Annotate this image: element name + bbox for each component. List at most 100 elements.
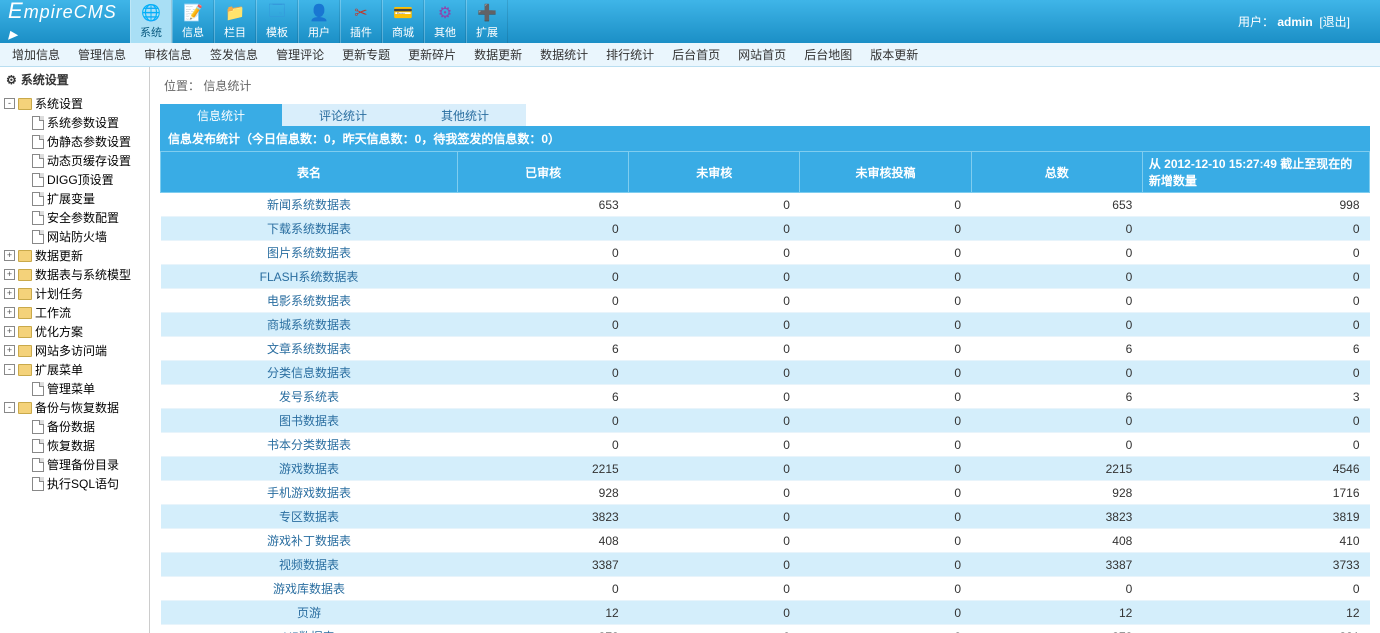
cell-b[interactable]: 0 (629, 337, 800, 361)
submenu-item[interactable]: 数据更新 (474, 46, 522, 63)
cell-b[interactable]: 0 (629, 385, 800, 409)
cell-c[interactable]: 0 (800, 289, 971, 313)
tree-node[interactable]: 恢复数据 (4, 436, 145, 455)
cell-name[interactable]: 下载系统数据表 (161, 217, 458, 241)
tree-node[interactable]: 网站防火墙 (4, 227, 145, 246)
tree-node[interactable]: 扩展变量 (4, 189, 145, 208)
tree-node[interactable]: +数据表与系统模型 (4, 265, 145, 284)
cell-c[interactable]: 0 (800, 337, 971, 361)
cell-c[interactable]: 0 (800, 385, 971, 409)
cell-b[interactable]: 0 (629, 433, 800, 457)
cell-c[interactable]: 0 (800, 265, 971, 289)
tree-node[interactable]: -备份与恢复数据 (4, 398, 145, 417)
cell-a[interactable]: 0 (458, 409, 629, 433)
cell-name[interactable]: 图书数据表 (161, 409, 458, 433)
cell-name[interactable]: 文章系统数据表 (161, 337, 458, 361)
cell-c[interactable]: 0 (800, 553, 971, 577)
cell-a[interactable]: 6 (458, 385, 629, 409)
cell-a[interactable]: 0 (458, 433, 629, 457)
cell-c[interactable]: 0 (800, 457, 971, 481)
cell-c[interactable]: 0 (800, 313, 971, 337)
submenu-item[interactable]: 后台地图 (804, 46, 852, 63)
cell-c[interactable]: 0 (800, 625, 971, 633)
submenu-item[interactable]: 签发信息 (210, 46, 258, 63)
cell-name[interactable]: 发号系统表 (161, 385, 458, 409)
cell-name[interactable]: 书本分类数据表 (161, 433, 458, 457)
cell-a[interactable]: 0 (458, 313, 629, 337)
main-nav-商城[interactable]: 💳商城 (382, 0, 424, 43)
main-nav-栏目[interactable]: 📁栏目 (214, 0, 256, 43)
submenu-item[interactable]: 数据统计 (540, 46, 588, 63)
cell-b[interactable]: 0 (629, 409, 800, 433)
cell-name[interactable]: 游戏数据表 (161, 457, 458, 481)
tab-评论统计[interactable]: 评论统计 (282, 104, 404, 126)
cell-name[interactable]: 分类信息数据表 (161, 361, 458, 385)
tree-node[interactable]: 安全参数配置 (4, 208, 145, 227)
submenu-item[interactable]: 审核信息 (144, 46, 192, 63)
cell-b[interactable]: 0 (629, 193, 800, 217)
logout-link[interactable]: [退出] (1319, 15, 1350, 29)
cell-b[interactable]: 0 (629, 457, 800, 481)
cell-c[interactable]: 0 (800, 433, 971, 457)
submenu-item[interactable]: 网站首页 (738, 46, 786, 63)
cell-a[interactable]: 0 (458, 217, 629, 241)
cell-a[interactable]: 0 (458, 577, 629, 601)
tree-toggle-icon[interactable]: + (4, 288, 15, 299)
tree-node[interactable]: 备份数据 (4, 417, 145, 436)
tree-node[interactable]: 伪静态参数设置 (4, 132, 145, 151)
cell-b[interactable]: 0 (629, 553, 800, 577)
cell-b[interactable]: 0 (629, 313, 800, 337)
tree-toggle-icon[interactable]: + (4, 269, 15, 280)
cell-name[interactable]: 商城系统数据表 (161, 313, 458, 337)
tree-node[interactable]: 执行SQL语句 (4, 474, 145, 493)
cell-c[interactable]: 0 (800, 481, 971, 505)
cell-c[interactable]: 0 (800, 217, 971, 241)
cell-c[interactable]: 0 (800, 409, 971, 433)
tree-node[interactable]: 动态页缓存设置 (4, 151, 145, 170)
cell-a[interactable]: 0 (458, 289, 629, 313)
tree-toggle-icon[interactable]: + (4, 345, 15, 356)
tree-node[interactable]: +网站多访问端 (4, 341, 145, 360)
main-nav-信息[interactable]: 📝信息 (172, 0, 214, 43)
cell-a[interactable]: 378 (458, 625, 629, 633)
tree-toggle-icon[interactable]: - (4, 364, 15, 375)
submenu-item[interactable]: 后台首页 (672, 46, 720, 63)
submenu-item[interactable]: 版本更新 (870, 46, 918, 63)
cell-a[interactable]: 0 (458, 241, 629, 265)
cell-name[interactable]: 电影系统数据表 (161, 289, 458, 313)
cell-b[interactable]: 0 (629, 625, 800, 633)
tree-toggle-icon[interactable]: + (4, 307, 15, 318)
cell-c[interactable]: 0 (800, 193, 971, 217)
cell-c[interactable]: 0 (800, 601, 971, 625)
cell-c[interactable]: 0 (800, 241, 971, 265)
cell-b[interactable]: 0 (629, 217, 800, 241)
main-nav-用户[interactable]: 👤用户 (298, 0, 340, 43)
cell-name[interactable]: 新闻系统数据表 (161, 193, 458, 217)
tree-node[interactable]: 管理备份目录 (4, 455, 145, 474)
cell-name[interactable]: 图片系统数据表 (161, 241, 458, 265)
cell-name[interactable]: 手机游戏数据表 (161, 481, 458, 505)
cell-a[interactable]: 2215 (458, 457, 629, 481)
cell-c[interactable]: 0 (800, 577, 971, 601)
tree-toggle-icon[interactable]: - (4, 98, 15, 109)
cell-b[interactable]: 0 (629, 529, 800, 553)
cell-b[interactable]: 0 (629, 289, 800, 313)
tree-toggle-icon[interactable]: + (4, 250, 15, 261)
cell-name[interactable]: FLASH系统数据表 (161, 265, 458, 289)
cell-a[interactable]: 3823 (458, 505, 629, 529)
cell-c[interactable]: 0 (800, 361, 971, 385)
tree-node[interactable]: DIGG顶设置 (4, 170, 145, 189)
cell-b[interactable]: 0 (629, 265, 800, 289)
tree-node[interactable]: -扩展菜单 (4, 360, 145, 379)
cell-c[interactable]: 0 (800, 505, 971, 529)
submenu-item[interactable]: 更新碎片 (408, 46, 456, 63)
cell-a[interactable]: 3387 (458, 553, 629, 577)
cell-b[interactable]: 0 (629, 577, 800, 601)
tab-信息统计[interactable]: 信息统计 (160, 104, 282, 126)
main-nav-系统[interactable]: 🌐系统 (130, 0, 172, 43)
submenu-item[interactable]: 排行统计 (606, 46, 654, 63)
cell-a[interactable]: 12 (458, 601, 629, 625)
submenu-item[interactable]: 增加信息 (12, 46, 60, 63)
cell-b[interactable]: 0 (629, 481, 800, 505)
cell-c[interactable]: 0 (800, 529, 971, 553)
